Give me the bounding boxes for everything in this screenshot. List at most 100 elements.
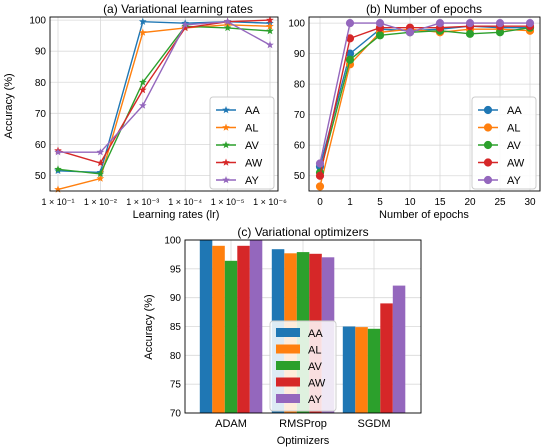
legend-swatch	[276, 377, 300, 387]
data-point-aa	[139, 17, 147, 25]
series-line-aw	[57, 19, 271, 164]
legend-label: AL	[245, 123, 258, 135]
chart-c-ylabel: Accuracy (%)	[143, 294, 155, 359]
y-tick-label: 90	[294, 49, 306, 60]
legend-marker	[483, 175, 493, 185]
legend-box	[269, 320, 337, 412]
data-point-ay	[181, 20, 189, 28]
data-point-al	[96, 174, 105, 182]
x-tick-label: 1 × 10⁻¹	[41, 197, 74, 207]
data-point-ay	[375, 19, 385, 28]
x-tick-label: 1 × 10⁻⁴	[168, 197, 202, 207]
legend-label: AW	[308, 378, 326, 390]
chart-c-xlabel: Optimizers	[277, 435, 330, 447]
y-tick-label: 80	[35, 78, 47, 89]
y-tick-label: 70	[170, 409, 182, 420]
series-line-av	[57, 25, 271, 175]
y-tick-label: 80	[294, 80, 306, 91]
data-point-aw	[315, 171, 325, 180]
data-point-ay	[266, 41, 274, 49]
plot-frame	[308, 16, 541, 192]
data-point-ay	[315, 159, 325, 168]
x-tick-label: 1 × 10⁻³	[126, 197, 159, 207]
data-point-al	[54, 185, 62, 193]
legend: AA AL AV AW AY	[269, 320, 337, 412]
x-tick-label: RMSProp	[279, 418, 327, 430]
series-line-al	[319, 28, 531, 187]
legend: AA AL AV AW AY	[471, 96, 537, 190]
chart-b-title: (b) Number of epochs	[366, 2, 482, 16]
chart-b-xlabel: Number of epochs	[379, 209, 469, 221]
chart-a-xlabel: Learning rates (lr)	[133, 209, 220, 221]
plot-frame	[184, 239, 422, 414]
data-point-al	[266, 22, 274, 30]
legend-label: AY	[245, 175, 260, 187]
data-point-al	[315, 182, 325, 191]
x-tick-label: SGDM	[358, 418, 391, 430]
bar-al	[212, 245, 225, 413]
data-point-ay	[223, 17, 232, 25]
y-tick-label: 100	[288, 19, 305, 30]
data-point-al	[139, 28, 147, 36]
data-point-ay	[139, 101, 147, 109]
data-point-av	[465, 29, 475, 38]
legend-swatch	[276, 394, 300, 403]
plot-frame	[49, 16, 279, 192]
data-point-av	[96, 169, 105, 178]
legend-marker	[483, 158, 493, 167]
data-point-av	[266, 27, 274, 35]
legend: AA AL AV AW AY	[209, 96, 275, 190]
y-tick-label: 70	[294, 110, 306, 121]
legend-marker	[483, 105, 493, 115]
bar-aw	[380, 303, 393, 413]
legend-label: AA	[308, 328, 323, 340]
data-point-ay	[525, 19, 535, 28]
legend-box	[209, 96, 275, 190]
data-point-aw	[96, 159, 105, 167]
x-tick-label: 1 × 10⁻²	[84, 197, 117, 207]
x-tick-label: 1 × 10⁻⁵	[211, 197, 245, 207]
legend-label: AL	[308, 345, 321, 357]
y-tick-label: 75	[170, 380, 182, 391]
data-point-aw	[181, 23, 189, 32]
legend-label: AW	[245, 158, 263, 170]
data-point-aw	[266, 16, 274, 24]
x-tick-label: 20	[464, 197, 476, 208]
y-tick-label: 70	[35, 109, 47, 120]
x-tick-label: 1 × 10⁻⁶	[253, 197, 287, 207]
series-line-ay	[58, 20, 271, 153]
legend-marker	[222, 123, 230, 131]
chart-c-title: (c) Variational optimizers	[237, 225, 368, 239]
bar-ay	[392, 285, 406, 413]
bar-av	[367, 328, 381, 413]
bar-aw	[237, 245, 250, 413]
y-tick-label: 90	[170, 293, 182, 304]
x-tick-label: 15	[434, 197, 446, 208]
y-tick-label: 85	[170, 322, 182, 333]
chart-a-ylabel: Accuracy (%)	[3, 73, 15, 138]
optimizers-chart: (c) Variational optimizers Optimizers Ac…	[143, 225, 422, 447]
data-point-ay	[345, 19, 355, 28]
y-tick-label: 50	[294, 171, 306, 182]
y-tick-label: 100	[29, 16, 46, 27]
data-point-ay	[465, 19, 475, 28]
y-tick-label: 50	[35, 171, 47, 182]
series-line-av	[319, 27, 531, 173]
data-point-ay	[435, 19, 445, 28]
legend-marker	[222, 176, 230, 184]
legend-marker	[483, 140, 493, 150]
legend-label: AW	[507, 158, 525, 170]
x-tick-label: 0	[317, 197, 323, 208]
x-tick-label: 30	[524, 197, 536, 208]
data-point-ay	[54, 148, 62, 156]
legend-label: AV	[308, 361, 323, 373]
chart-a-title: (a) Variational learning rates	[103, 2, 253, 16]
series-line-ay	[319, 22, 530, 164]
y-tick-label: 60	[294, 141, 306, 152]
data-point-av	[345, 55, 355, 64]
y-tick-label: 80	[170, 351, 182, 362]
legend-label: AY	[507, 175, 522, 187]
data-point-ay	[405, 28, 415, 37]
x-tick-label: 1	[347, 197, 353, 208]
